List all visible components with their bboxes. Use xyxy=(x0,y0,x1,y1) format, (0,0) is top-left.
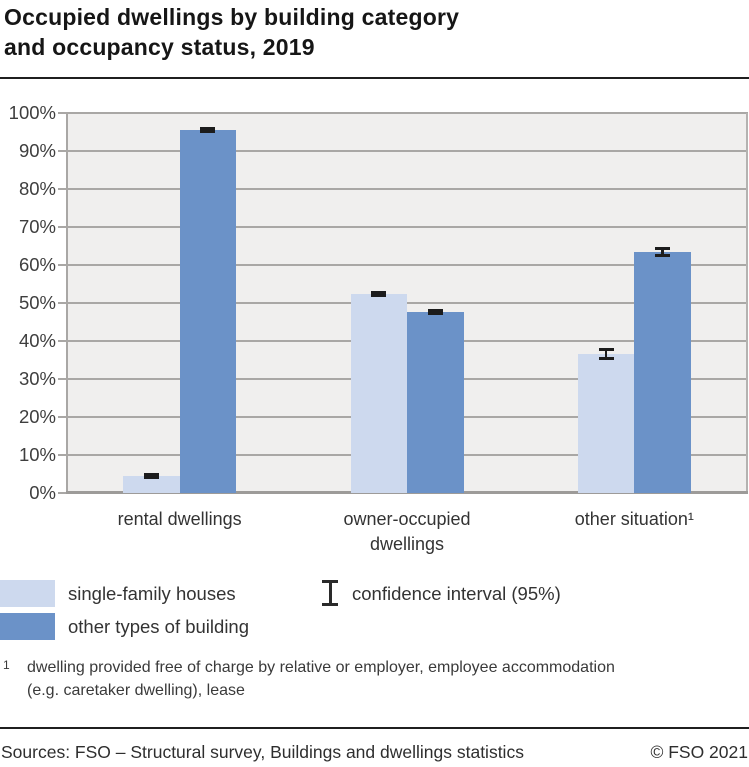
bar-single-family-1 xyxy=(123,475,180,493)
bar-other-types-3 xyxy=(634,252,691,493)
y-axis-label: 30% xyxy=(18,368,56,389)
y-axis-label: 50% xyxy=(18,292,56,313)
y-axis-label: 40% xyxy=(18,330,56,351)
error-bar xyxy=(143,473,159,479)
legend-label-single-family-houses: single-family houses xyxy=(68,583,236,604)
y-axis-label: 0% xyxy=(29,482,56,503)
gridline xyxy=(66,226,748,228)
error-bar-part xyxy=(206,127,210,133)
error-bar-part xyxy=(661,247,664,257)
gridline xyxy=(66,264,748,266)
legend-label-confidence-interval: confidence interval (95%) xyxy=(352,583,561,604)
y-axis-label: 80% xyxy=(18,178,56,199)
y-axis-label: 90% xyxy=(18,140,56,161)
y-axis-label: 60% xyxy=(18,254,56,275)
bar-other-types-1 xyxy=(179,130,237,493)
y-axis-label: 10% xyxy=(18,444,56,465)
y-axis-label: 20% xyxy=(18,406,56,427)
gridline xyxy=(66,188,748,190)
footnote-text: dwelling provided free of charge by rela… xyxy=(27,659,615,699)
y-axis-label: 70% xyxy=(18,216,56,237)
error-bar xyxy=(371,291,387,297)
bar-single-family-2 xyxy=(350,293,407,493)
gridline xyxy=(66,150,748,152)
legend-swatch-other-types-of-building xyxy=(0,613,55,640)
y-axis-tick xyxy=(58,150,66,152)
error-bar xyxy=(655,247,671,257)
error-bar-part xyxy=(434,309,437,315)
y-axis-line xyxy=(66,113,68,493)
bar-single-family-3 xyxy=(577,353,635,493)
error-bar xyxy=(598,348,614,360)
y-axis-tick xyxy=(58,302,66,304)
gridline xyxy=(66,302,748,304)
error-bar xyxy=(200,127,216,133)
error-bar xyxy=(427,309,443,315)
y-axis-tick xyxy=(58,454,66,456)
y-axis-tick xyxy=(58,492,66,494)
y-axis-tick xyxy=(58,264,66,266)
footer-divider xyxy=(0,727,749,729)
error-bar-part xyxy=(150,473,153,479)
y-axis-tick xyxy=(58,340,66,342)
confidence-interval-icon xyxy=(322,580,338,606)
copyright-text: © FSO 2021 xyxy=(650,742,748,762)
y-axis-tick xyxy=(58,226,66,228)
error-bar-part xyxy=(604,348,608,360)
title-divider xyxy=(0,77,749,79)
plot-right-border xyxy=(746,113,748,493)
x-axis-label-1: rental dwellings xyxy=(117,509,242,529)
y-axis-tick xyxy=(58,188,66,190)
x-axis-label-3: other situation¹ xyxy=(574,509,694,529)
bar-other-types-2 xyxy=(407,312,464,493)
plot-area: 0% 10% 20% 30% 40% 50% 60% 70% 80% 90% 100% rental … xyxy=(9,102,748,554)
y-axis-label: 100% xyxy=(8,102,56,123)
sources-text: Sources: FSO – Structural survey, Buildi… xyxy=(1,742,524,762)
x-axis-label-2: owner-occupied dwellings xyxy=(343,509,471,554)
y-axis-tick xyxy=(58,112,66,114)
ci-icon-bottom-cap xyxy=(322,603,338,606)
y-axis-tick xyxy=(58,378,66,380)
legend-label-other-types-of-building: other types of building xyxy=(68,616,250,637)
footnote-marker: 1 xyxy=(3,658,10,672)
error-bar-part xyxy=(377,291,380,297)
chart-title: Occupied dwellings by building category … xyxy=(4,4,460,60)
legend-swatch-single-family-houses xyxy=(0,580,55,607)
ci-icon-stem xyxy=(328,580,332,606)
y-axis-tick xyxy=(58,416,66,418)
gridline xyxy=(66,112,748,114)
